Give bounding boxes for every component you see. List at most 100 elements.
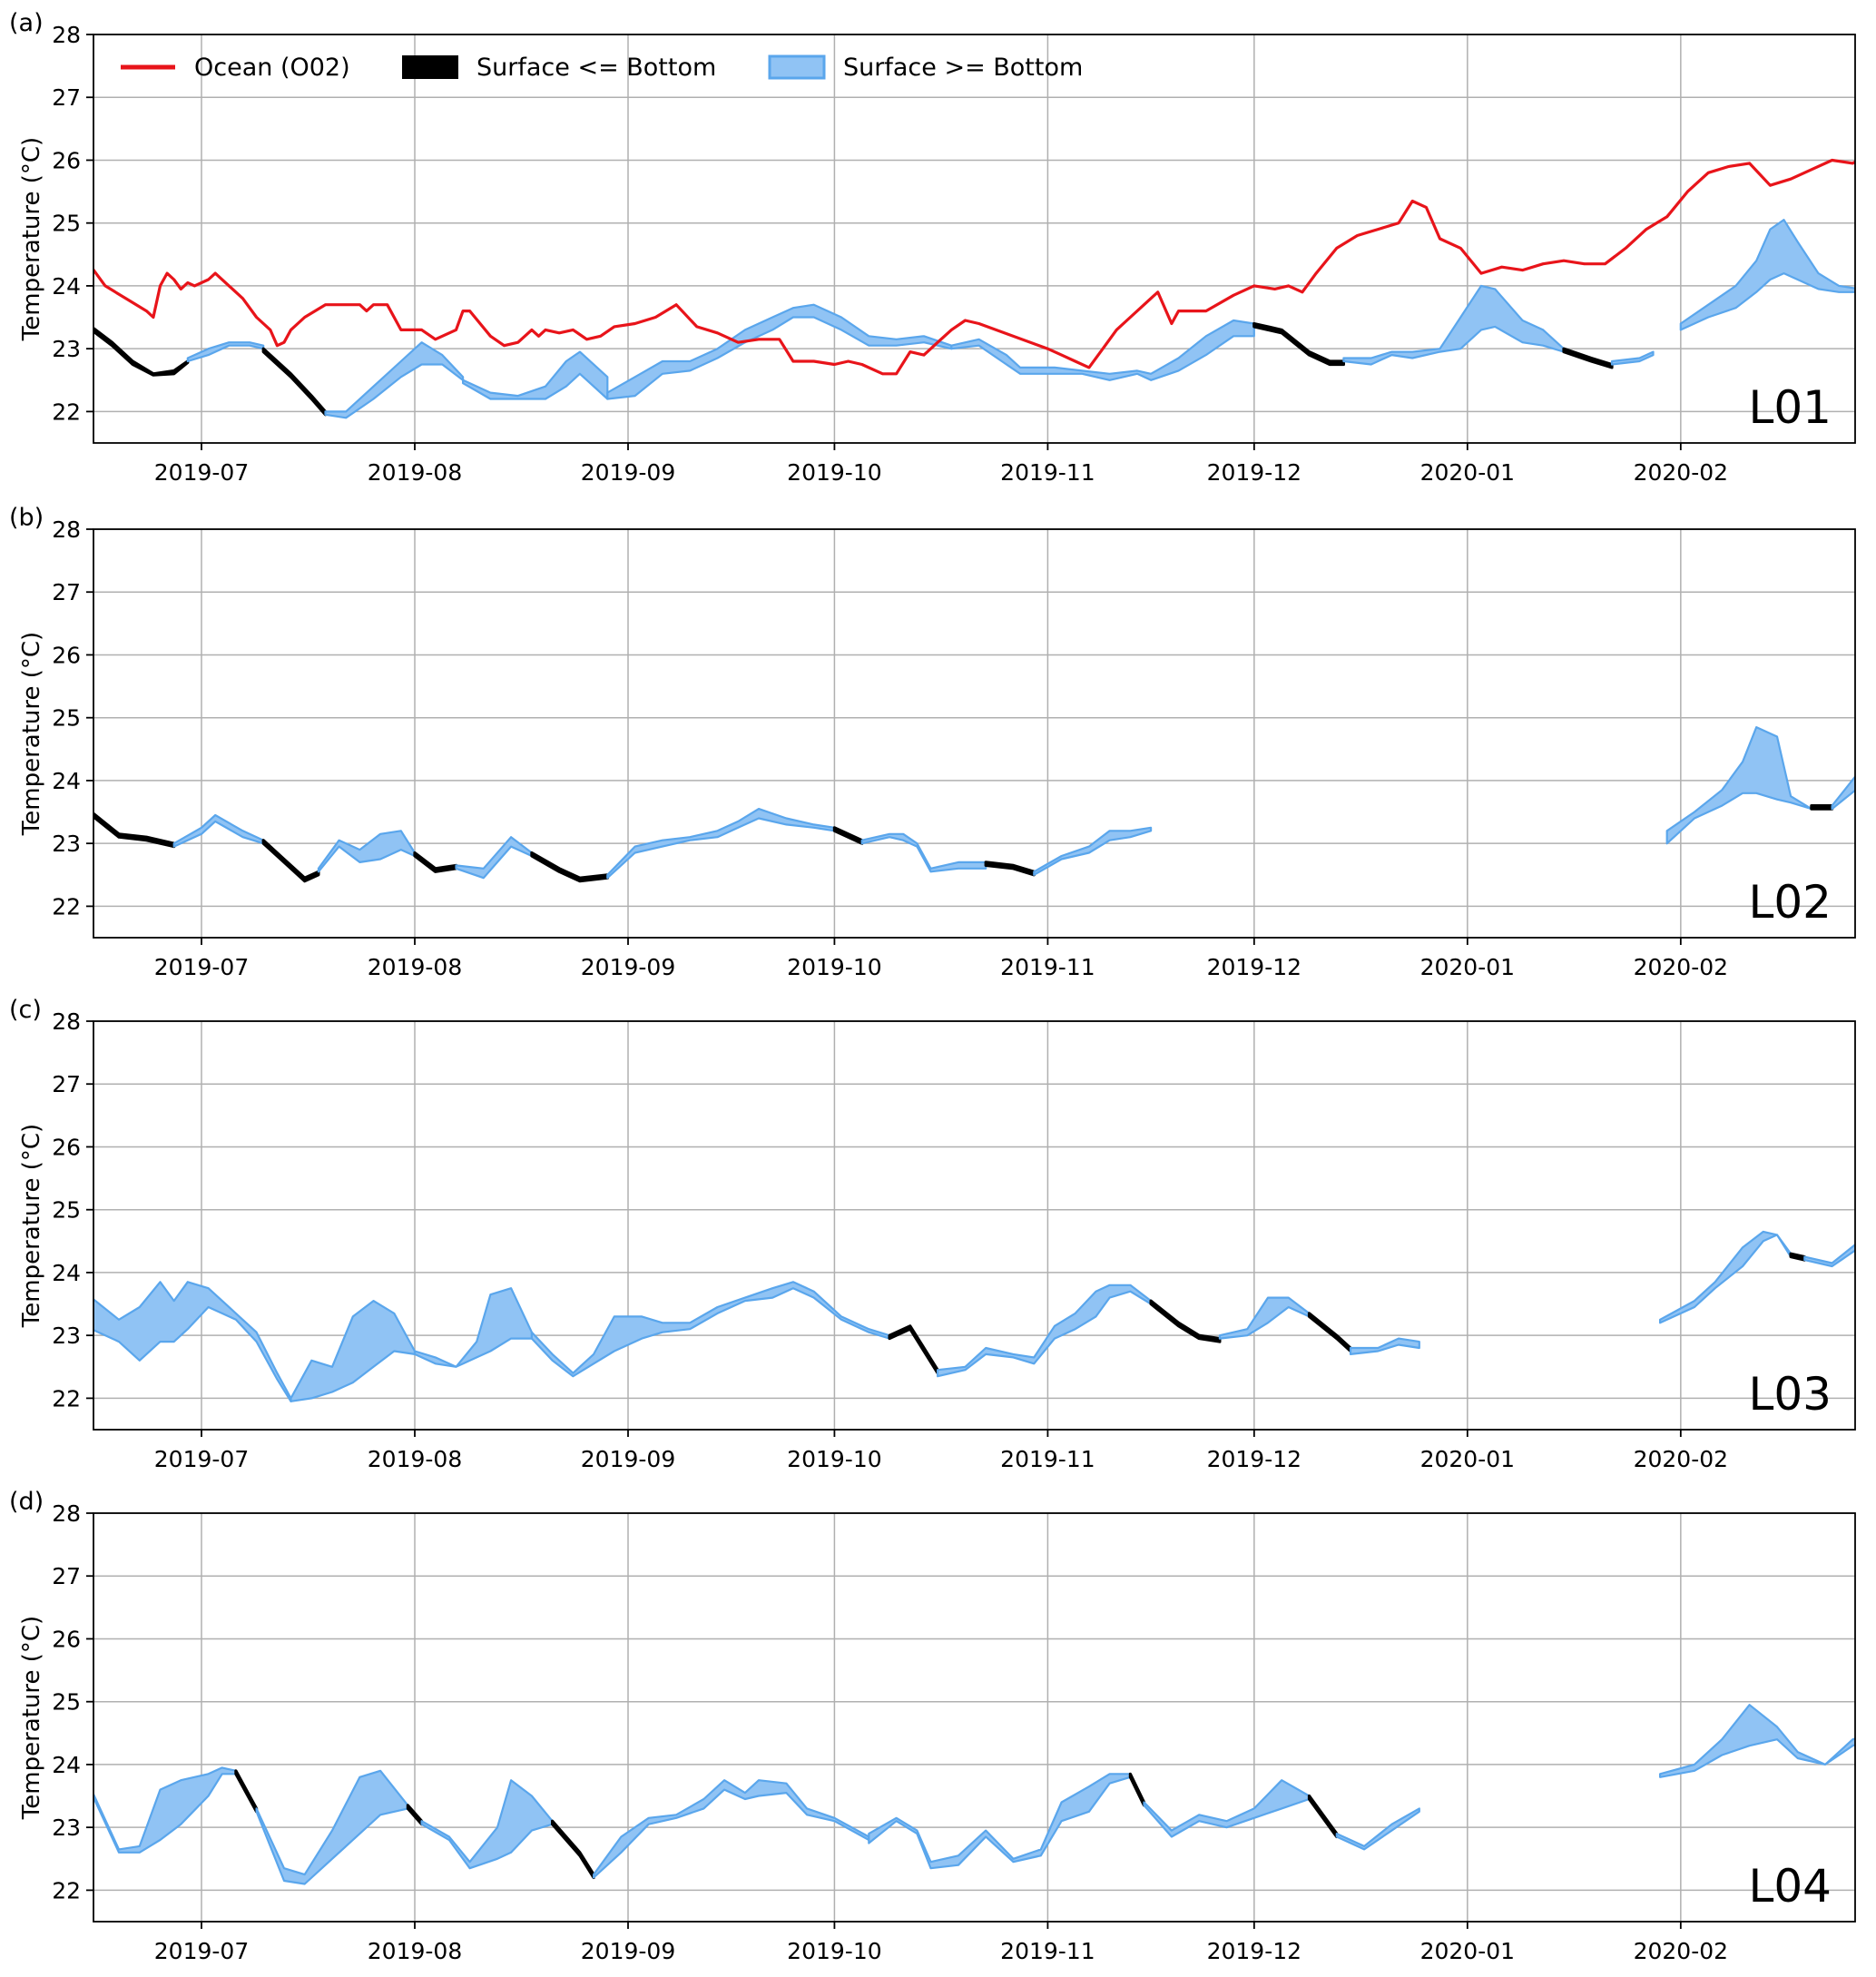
legend-entry: Ocean (O02): [121, 54, 350, 82]
surface-ge-bottom-band: [413, 1287, 533, 1368]
gridlines: [93, 34, 1855, 443]
x-tick-label: 2019-12: [1207, 1446, 1301, 1472]
legend-label: Surface >= Bottom: [843, 54, 1083, 82]
y-tick-label: 27: [52, 84, 81, 111]
y-tick-label: 27: [52, 1071, 81, 1097]
x-tick-label: 2019-12: [1207, 1938, 1301, 1964]
legend-entry: Surface >= Bottom: [768, 54, 1083, 82]
y-tick-label: 23: [52, 336, 81, 362]
surface-le-bottom-band: [888, 1324, 939, 1375]
surface-le-bottom-band: [93, 811, 176, 849]
surface-ge-bottom-band: [93, 1281, 292, 1402]
plot-area: [93, 726, 1855, 883]
surface-ge-bottom-band: [290, 1300, 417, 1402]
surface-le-bottom-band: [1562, 347, 1614, 369]
y-tick-label: 28: [52, 1500, 81, 1527]
surface-ge-bottom-band: [860, 832, 987, 873]
surface-le-bottom-band: [261, 347, 328, 417]
y-tick-label: 26: [52, 1626, 81, 1652]
x-tick-label: 2019-11: [1000, 1446, 1095, 1472]
surface-ge-bottom-band: [1218, 1296, 1311, 1340]
legend-swatch-blue: [768, 54, 826, 80]
x-tick-label: 2019-10: [787, 1938, 881, 1964]
y-tick-label: 28: [52, 22, 81, 48]
surface-le-bottom-band: [93, 326, 190, 377]
y-tick-label: 23: [52, 1815, 81, 1841]
surface-ge-bottom-band: [324, 341, 465, 419]
panel-letter: (c): [9, 996, 42, 1024]
surface-ge-bottom-band: [950, 319, 1255, 381]
x-tick-label: 2019-09: [581, 1446, 675, 1472]
y-tick-label: 24: [52, 273, 81, 300]
y-tick-label: 25: [52, 1689, 81, 1716]
y-tick-label: 22: [52, 1385, 81, 1411]
y-axis: 22 23 24 25 26 27 28: [52, 1008, 93, 1411]
y-tick-label: 25: [52, 211, 81, 237]
surface-ge-bottom-band: [1143, 1779, 1311, 1838]
y-tick-label: 28: [52, 516, 81, 543]
y-tick-label: 26: [52, 147, 81, 173]
surface-le-bottom-band: [551, 1819, 595, 1880]
x-tick-label: 2019-10: [787, 1446, 881, 1472]
x-tick-label: 2019-08: [368, 459, 462, 486]
y-axis-label: Temperature (°C): [18, 1616, 45, 1820]
y-tick-label: 23: [52, 831, 81, 857]
x-axis: 2019-07 2019-08 2019-09 2019-10 2019-11 2019-…: [154, 1430, 1728, 1472]
x-tick-label: 2019-10: [787, 954, 881, 980]
surface-le-bottom-band: [530, 851, 609, 883]
x-tick-label: 2019-08: [368, 1938, 462, 1964]
x-tick-label: 2020-02: [1634, 954, 1728, 980]
y-axis-label: Temperature (°C): [18, 632, 45, 836]
y-tick-label: 26: [52, 1134, 81, 1160]
x-tick-label: 2019-07: [154, 1938, 249, 1964]
surface-ge-bottom-band: [1803, 1243, 1855, 1268]
x-tick-label: 2020-01: [1420, 1446, 1515, 1472]
legend-swatch-black: [402, 55, 458, 79]
x-tick-label: 2020-01: [1420, 954, 1515, 980]
y-tick-label: 24: [52, 1752, 81, 1778]
x-axis: 2019-07 2019-08 2019-09 2019-10 2019-11 2019-…: [154, 938, 1728, 980]
surface-ge-bottom-band: [317, 830, 417, 873]
x-tick-label: 2020-01: [1420, 1938, 1515, 1964]
x-tick-label: 2019-09: [581, 1938, 675, 1964]
surface-ge-bottom-band: [1342, 284, 1566, 366]
y-tick-label: 22: [52, 893, 81, 920]
y-axis: 22 23 24 25 26 27 28: [52, 1500, 93, 1903]
plot-area: [93, 1704, 1855, 1885]
surface-ge-bottom-band: [1831, 774, 1855, 811]
x-axis: 2019-07 2019-08 2019-09 2019-10 2019-11 2019-…: [154, 1922, 1728, 1964]
x-axis: 2019-07 2019-08 2019-09 2019-10 2019-11 2019-…: [154, 443, 1728, 486]
surface-ge-bottom-band: [1610, 350, 1655, 366]
y-tick-label: 22: [52, 398, 81, 425]
ocean-o02-line: [93, 158, 1855, 376]
y-axis: 22 23 24 25 26 27 28: [52, 516, 93, 920]
surface-le-bottom-band: [984, 861, 1036, 877]
y-axis: 22 23 24 25 26 27 28: [52, 22, 93, 425]
surface-ge-bottom-band: [868, 1773, 1132, 1870]
x-tick-label: 2019-07: [154, 1446, 249, 1472]
surface-ge-bottom-band: [420, 1779, 554, 1870]
axes-frame: [93, 34, 1856, 444]
x-tick-label: 2019-09: [581, 459, 675, 486]
surface-ge-bottom-band: [937, 1284, 1153, 1378]
y-tick-label: 24: [52, 1260, 81, 1286]
gridlines: [93, 1512, 1855, 1922]
legend-label: Surface <= Bottom: [476, 54, 716, 82]
surface-ge-bottom-band: [1665, 726, 1812, 845]
surface-ge-bottom-band: [1659, 1704, 1855, 1778]
surface-le-bottom-band: [1128, 1772, 1146, 1807]
panel-letter: (d): [9, 1488, 44, 1516]
surface-ge-bottom-band: [172, 813, 265, 848]
x-tick-label: 2020-02: [1634, 1446, 1728, 1472]
station-label: L03: [1749, 1368, 1832, 1421]
surface-ge-bottom-band: [1349, 1337, 1420, 1355]
surface-ge-bottom-band: [530, 1281, 891, 1378]
surface-le-bottom-band: [1789, 1252, 1806, 1262]
surface-le-bottom-band: [413, 851, 458, 873]
station-label: L02: [1749, 876, 1832, 929]
plot-area: [93, 158, 1855, 419]
legend: Ocean (O02) Surface <= Bottom Surface >= B…: [121, 54, 1083, 82]
